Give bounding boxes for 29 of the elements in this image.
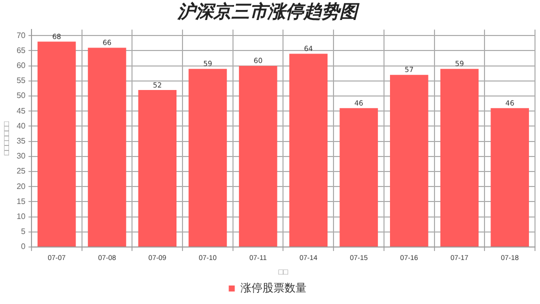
bar [289,54,328,246]
y-tick-label: 40 [16,121,26,130]
y-tick-label: 0 [21,242,26,252]
y-tick-label: 15 [16,196,26,206]
y-tick-label: 60 [16,61,26,70]
bar [138,90,177,246]
y-tick-label: 10 [16,212,26,222]
x-axis-title: □□ [278,267,288,276]
bar [88,48,126,246]
y-tick-label: 55 [16,76,26,86]
chart-title: 沪深京三市涨停趋势图 [176,1,360,22]
y-tick-label: 70 [16,30,26,40]
y-tick-label: 25 [16,166,26,176]
bar [490,108,529,246]
bar [390,74,428,246]
y-axis-title: □□□□□□□ [2,121,12,156]
y-tick-label: 65 [16,46,26,55]
y-tick-label: 45 [16,106,26,116]
y-tick-label: 20 [16,182,26,191]
y-tick-label: 5 [21,227,26,236]
y-tick-label: 50 [16,91,26,100]
y-tick-label: 30 [16,152,26,161]
bar [440,68,479,246]
y-tick-label: 35 [16,136,26,146]
bar [238,66,278,246]
legend-label: 涨停股票数量 [240,281,306,294]
bar [188,68,227,246]
bar [340,108,378,246]
bar [38,42,76,246]
